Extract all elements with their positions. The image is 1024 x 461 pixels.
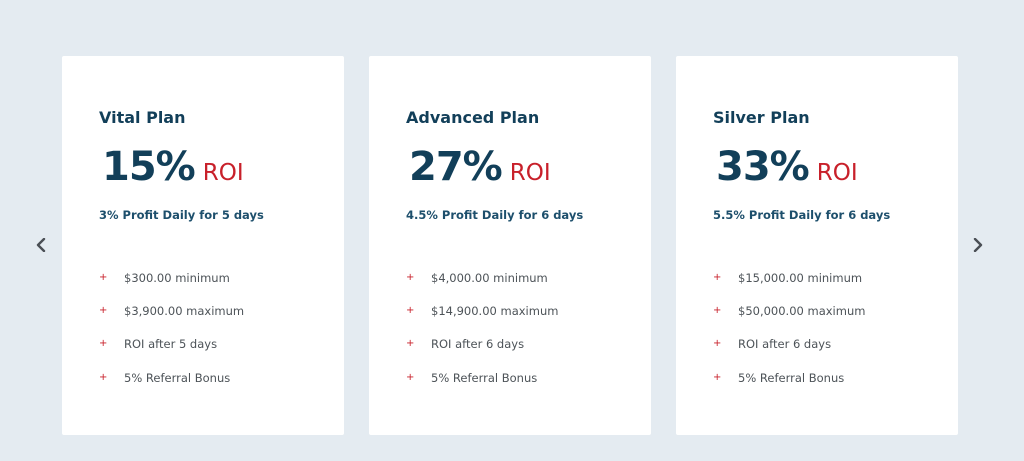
feature-text: $4,000.00 minimum (431, 270, 548, 285)
plan-feature-list: + $15,000.00 minimum + $50,000.00 maximum … (713, 261, 865, 394)
list-item: +5% Referral Bonus (99, 361, 244, 394)
chevron-left-icon (36, 237, 46, 256)
plan-feature-list: + $4,000.00 minimum + $14,900.00 maximum +… (406, 261, 558, 394)
plan-roi-label: ROI (816, 160, 858, 186)
plan-card-vital: Vital Plan 15% ROI 3% Profit Daily for 5… (62, 56, 344, 435)
list-item: + ROI after 6 days (713, 328, 865, 361)
plus-icon: + (406, 304, 415, 316)
list-item: + $300.00 minimum (99, 261, 244, 294)
plan-rate-row: 27% ROI (409, 144, 551, 190)
feature-text: $15,000.00 minimum (738, 270, 863, 285)
plan-feature-list: + $300.00 minimum + $3,900.00 maximum + ROI… (99, 261, 244, 394)
feature-text: 5% Referral Bonus (431, 370, 538, 385)
plus-icon: + (406, 271, 415, 283)
plus-icon: + (713, 338, 722, 350)
feature-text: $3,900.00 maximum (124, 303, 245, 318)
list-item: +5% Referral Bonus (713, 361, 865, 394)
plus-icon: + (406, 338, 415, 350)
feature-text: $14,900.00 maximum (431, 303, 559, 318)
feature-text: 5% Referral Bonus (124, 370, 231, 385)
list-item: + $50,000.00 maximum (713, 294, 865, 327)
list-item: + $4,000.00 minimum (406, 261, 558, 294)
list-item: +5% Referral Bonus (406, 361, 558, 394)
feature-text: ROI after 5 days (124, 337, 218, 352)
list-item: + $14,900.00 maximum (406, 294, 558, 327)
carousel-next-button[interactable] (967, 233, 989, 259)
carousel-prev-button[interactable] (30, 233, 52, 259)
plan-rate: 33% (716, 144, 810, 190)
list-item: + ROI after 6 days (406, 328, 558, 361)
feature-text: ROI after 6 days (431, 337, 525, 352)
plus-icon: + (406, 371, 415, 383)
plan-rate: 27% (409, 144, 503, 190)
plus-icon: + (99, 271, 108, 283)
chevron-right-icon (973, 237, 983, 256)
plan-rate-row: 15% ROI (102, 144, 244, 190)
feature-text: 5% Referral Bonus (738, 370, 845, 385)
plan-name: Silver Plan (713, 108, 810, 127)
plan-name: Advanced Plan (406, 108, 540, 127)
plan-daily-profit: 3% Profit Daily for 5 days (99, 208, 264, 222)
plus-icon: + (99, 304, 108, 316)
plus-icon: + (713, 304, 722, 316)
plan-daily-profit: 5.5% Profit Daily for 6 days (713, 208, 891, 222)
feature-text: $50,000.00 maximum (738, 303, 866, 318)
list-item: + $15,000.00 minimum (713, 261, 865, 294)
plan-roi-label: ROI (202, 160, 244, 186)
plus-icon: + (713, 371, 722, 383)
plan-rate: 15% (102, 144, 196, 190)
plus-icon: + (99, 338, 108, 350)
plan-rate-row: 33% ROI (716, 144, 858, 190)
feature-text: ROI after 6 days (738, 337, 832, 352)
plan-card-silver: Silver Plan 33% ROI 5.5% Profit Daily fo… (676, 56, 958, 435)
plus-icon: + (713, 271, 722, 283)
plan-daily-profit: 4.5% Profit Daily for 6 days (406, 208, 584, 222)
plan-card-advanced: Advanced Plan 27% ROI 4.5% Profit Daily … (369, 56, 651, 435)
list-item: + ROI after 5 days (99, 328, 244, 361)
feature-text: $300.00 minimum (124, 270, 230, 285)
plan-name: Vital Plan (99, 108, 186, 127)
list-item: + $3,900.00 maximum (99, 294, 244, 327)
plan-roi-label: ROI (509, 160, 551, 186)
plus-icon: + (99, 371, 108, 383)
